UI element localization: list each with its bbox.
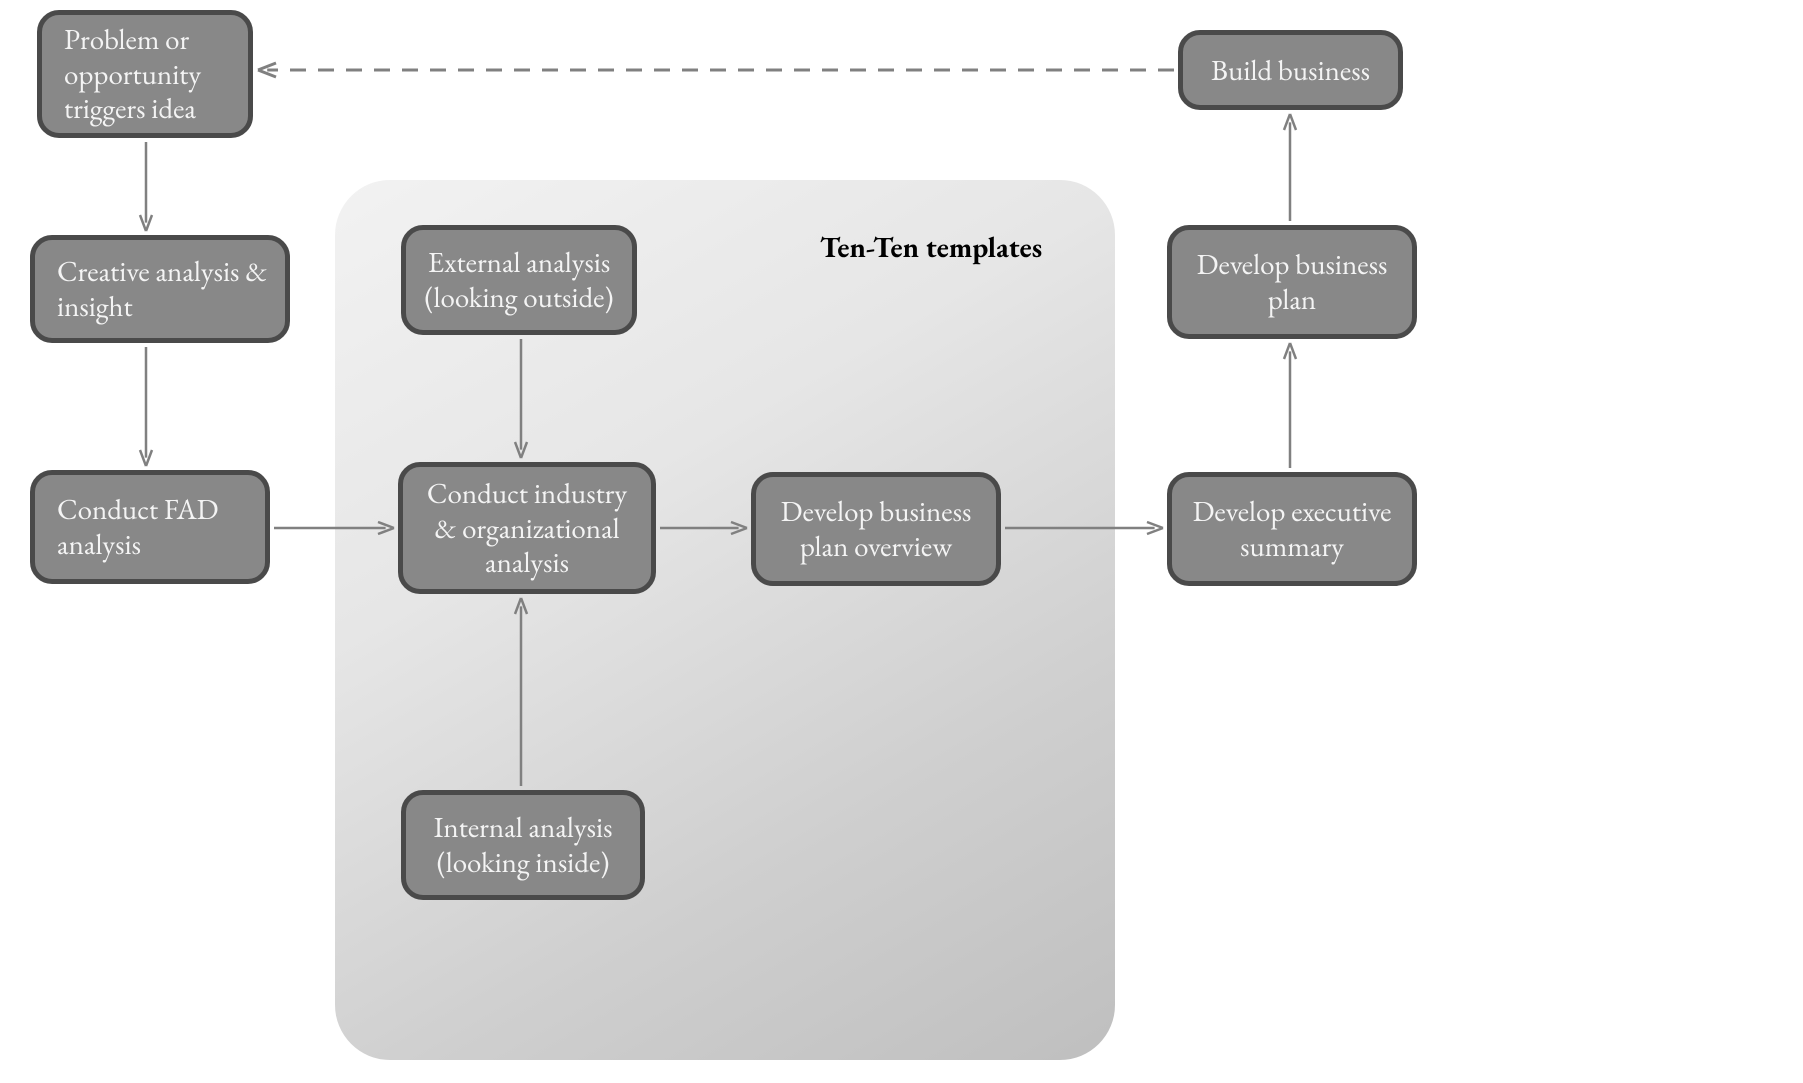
node-creative: Creative analysis & insight [30,235,290,343]
ten-ten-container-label: Ten-Ten templates [820,228,1042,266]
node-label: Conduct FAD analysis [57,492,251,562]
flowchart-canvas: Ten-Ten templates Problem or opportunity… [0,0,1803,1083]
node-external: External analysis (looking outside) [401,225,637,335]
node-label: Develop business plan [1186,247,1398,317]
node-label: Internal analysis (looking inside) [420,810,626,880]
node-label: Creative analysis & insight [57,254,271,324]
node-internal: Internal analysis (looking inside) [401,790,645,900]
node-summary: Develop executive summary [1167,472,1417,586]
node-label: External analysis (looking outside) [420,245,618,315]
node-build: Build business [1178,30,1403,110]
node-label: Develop executive summary [1186,494,1398,564]
node-label: Conduct industry & organizational analys… [417,476,637,580]
node-label: Problem or opportunity triggers idea [64,22,234,126]
node-fad: Conduct FAD analysis [30,470,270,584]
node-label: Develop business plan overview [770,494,982,564]
node-label: Build business [1211,53,1370,88]
node-conduct: Conduct industry & organizational analys… [398,462,656,594]
node-problem: Problem or opportunity triggers idea [37,10,253,138]
node-devplan: Develop business plan [1167,225,1417,339]
node-overview: Develop business plan overview [751,472,1001,586]
